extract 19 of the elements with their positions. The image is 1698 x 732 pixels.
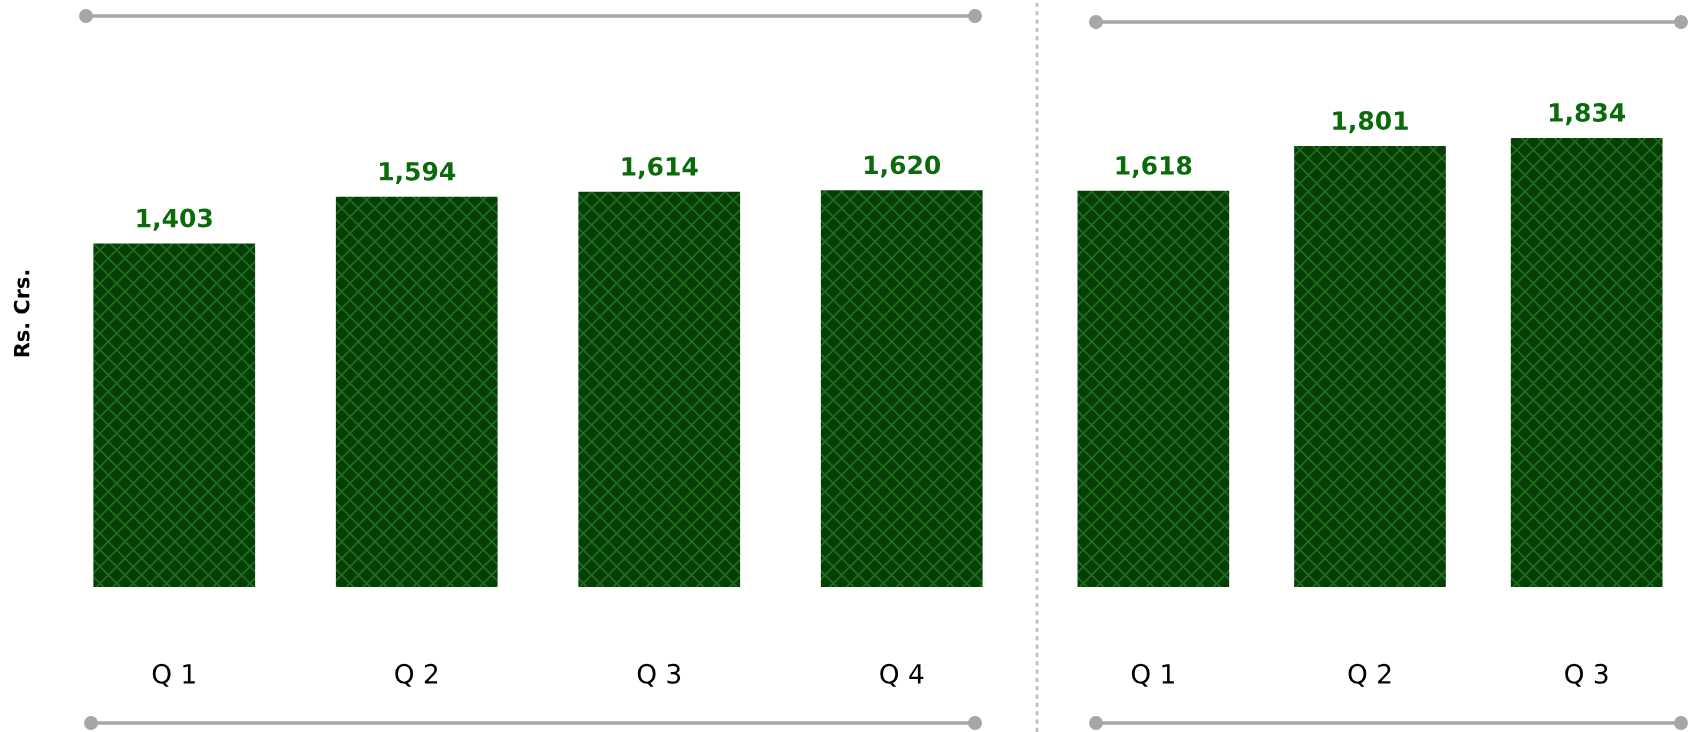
data-label: 1,801 [1333, 111, 1408, 134]
bar [820, 190, 983, 587]
x-tick-label: Q 1 [1131, 663, 1174, 687]
bar [578, 191, 741, 587]
x-tick-label: Q 4 [880, 663, 924, 687]
bar [93, 243, 256, 587]
x-tick-label: Q 1 [152, 663, 195, 687]
data-label: 1,403 [137, 208, 212, 231]
x-tick-label: Q 2 [395, 663, 438, 687]
bar [335, 196, 498, 587]
y-axis-title: Rs. Crs. [13, 270, 30, 357]
data-label: 1,618 [1116, 155, 1192, 179]
data-label: 1,594 [380, 161, 456, 184]
x-tick-label: Q 2 [1348, 663, 1391, 687]
x-tick-label: Q 3 [1565, 663, 1608, 687]
data-label: 1,834 [1549, 103, 1626, 126]
data-label: 1,614 [622, 156, 698, 180]
x-tick-label: Q 3 [637, 663, 681, 687]
data-label: 1,620 [865, 155, 941, 178]
